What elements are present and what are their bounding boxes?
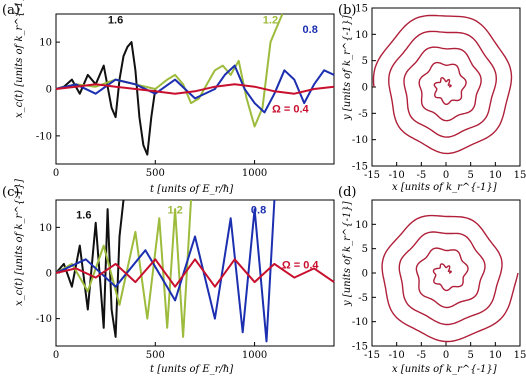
x-tick-label: 10 bbox=[489, 350, 502, 361]
plot-area-c: 0 500 1000 -10 0 10 1.6 1.2 0.8 Ω = 0.4 bbox=[36, 199, 335, 361]
x-tick-label: 10 bbox=[489, 170, 502, 181]
plot-frame-b bbox=[371, 7, 521, 167]
x-tick-label: 500 bbox=[146, 350, 165, 361]
series-line-green bbox=[55, 13, 284, 128]
x-axis-label-d: x [units of k_r^{-1}] bbox=[392, 364, 497, 375]
x-tick-label: 1000 bbox=[242, 350, 267, 361]
series-line-red bbox=[55, 258, 335, 288]
x-tick-label: -10 bbox=[389, 350, 405, 361]
panel-tag-a: (a) bbox=[2, 3, 20, 18]
spiral-trajectory bbox=[381, 214, 519, 343]
y-tick-label: 5 bbox=[362, 244, 368, 255]
x-tick-label: 5 bbox=[467, 350, 473, 361]
y-tick-label: -5 bbox=[358, 109, 368, 120]
panel-tag-c: (c) bbox=[2, 185, 19, 200]
x-tick-label: 5 bbox=[467, 170, 473, 181]
y-axis-label-a: x_c(t) [units of k_r^{-1}] bbox=[14, 0, 25, 118]
x-tick-label: 0 bbox=[443, 170, 449, 181]
series-label: Ω = 0.4 bbox=[272, 103, 310, 115]
y-tick-label: -5 bbox=[358, 293, 368, 304]
series-label: 1.6 bbox=[108, 14, 123, 26]
y-axis-label-c: x_c(t) [units of k_r^{-1}] bbox=[14, 179, 25, 306]
x-tick-label: -5 bbox=[416, 170, 426, 181]
series-label: 1.2 bbox=[167, 205, 182, 217]
x-tick-label: 1000 bbox=[242, 168, 267, 179]
y-tick-label: -10 bbox=[352, 135, 368, 146]
series-label: Ω = 0.4 bbox=[282, 259, 320, 271]
y-tick-label: 15 bbox=[355, 4, 368, 15]
y-tick-label: 10 bbox=[39, 223, 52, 234]
x-tick-label: 0 bbox=[53, 350, 59, 361]
x-axis-label-c: t [units of E_r/ħ] bbox=[150, 364, 233, 375]
plot-area-d: -15 -10 -5 0 5 10 15 -15 -10 -5 0 5 10 bbox=[352, 214, 526, 361]
x-tick-label: 15 bbox=[514, 350, 526, 361]
y-axis-label-b: y [units of k_r^{-1}] bbox=[342, 15, 353, 121]
x-tick-label: -10 bbox=[389, 170, 405, 181]
y-tick-label: 10 bbox=[355, 220, 368, 231]
y-tick-label: -15 bbox=[352, 162, 368, 173]
plot-frame-c bbox=[55, 199, 335, 347]
series-label: 0.8 bbox=[251, 205, 266, 217]
x-tick-label: 0 bbox=[443, 350, 449, 361]
plot-area-b: -15 -10 -5 0 5 10 15 -15 -10 -5 0 5 10 15 bbox=[352, 4, 526, 182]
x-tick-label: 15 bbox=[514, 170, 526, 181]
series-label: 1.6 bbox=[76, 209, 91, 221]
panel-tag-d: (d) bbox=[338, 185, 356, 200]
y-tick-label: 0 bbox=[362, 269, 368, 280]
series-label: 0.8 bbox=[303, 24, 318, 36]
series-line-red bbox=[55, 83, 335, 95]
series-line-black bbox=[55, 41, 157, 156]
series-label: 1.2 bbox=[263, 14, 278, 26]
y-tick-label: 10 bbox=[355, 30, 368, 41]
x-tick-label: -15 bbox=[364, 350, 380, 361]
x-tick-label: 500 bbox=[146, 168, 165, 179]
y-tick-label: -10 bbox=[36, 131, 52, 142]
y-tick-label: 0 bbox=[46, 85, 52, 96]
y-tick-label: 10 bbox=[39, 38, 52, 49]
y-tick-label: -15 bbox=[352, 342, 368, 353]
plot-area-a: 0 500 1000 -10 0 10 1.6 1.2 0.8 Ω = 0.4 bbox=[36, 13, 335, 179]
x-tick-label: -15 bbox=[364, 170, 380, 181]
x-axis-label-a: t [units of E_r/ħ] bbox=[150, 184, 233, 195]
y-tick-label: -10 bbox=[352, 317, 368, 328]
y-tick-label: 0 bbox=[46, 269, 52, 280]
y-tick-label: -10 bbox=[36, 314, 52, 325]
panel-tag-b: (b) bbox=[338, 3, 356, 18]
y-tick-label: 0 bbox=[362, 83, 368, 94]
x-axis-label-b: x [units of k_r^{-1}] bbox=[392, 182, 497, 193]
series-line-blue bbox=[55, 64, 335, 114]
y-tick-label: 5 bbox=[362, 56, 368, 67]
x-tick-label: 0 bbox=[53, 168, 59, 179]
x-tick-label: -5 bbox=[416, 350, 426, 361]
series-line-blue bbox=[55, 199, 276, 343]
y-axis-label-d: y [units of k_r^{-1}] bbox=[342, 201, 353, 307]
plot-frame-a bbox=[55, 13, 335, 165]
spiral-trajectory bbox=[372, 14, 513, 155]
